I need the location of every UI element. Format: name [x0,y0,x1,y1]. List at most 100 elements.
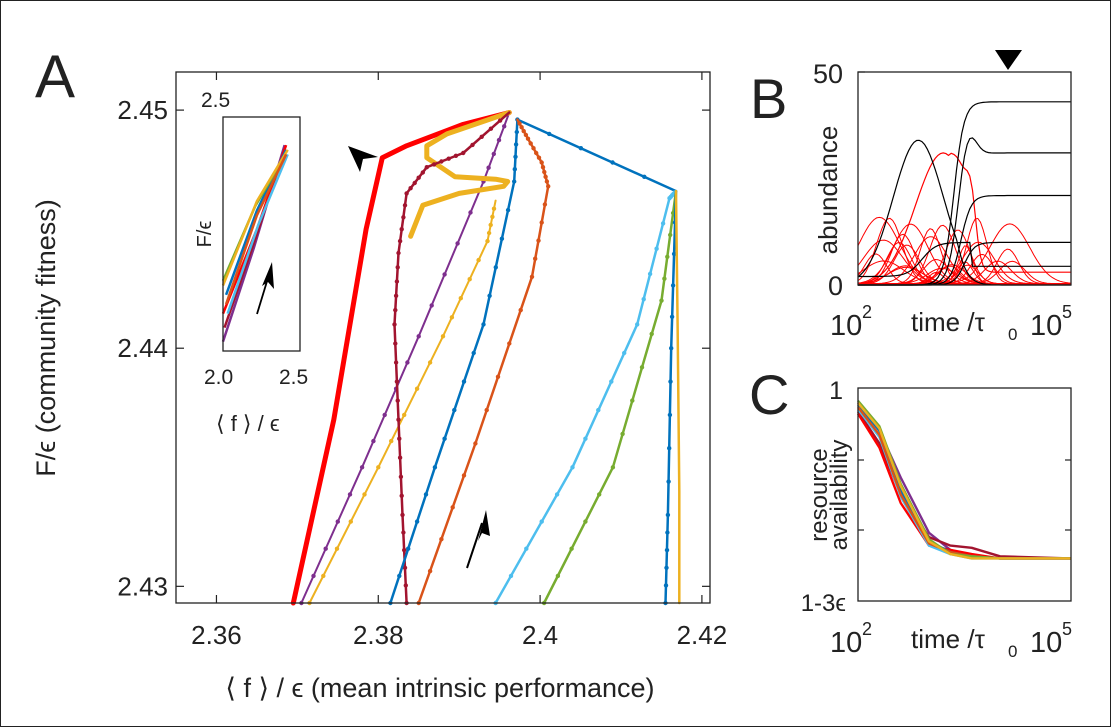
trajectory-point [622,350,627,356]
inset-plot [221,144,289,342]
trajectory-point [665,254,670,259]
trajectory-point [539,519,544,524]
svg-text:2: 2 [862,619,872,639]
inset-y-axis-label: F/ϵ [194,221,216,248]
trajectory-point [323,546,328,551]
trajectory-point [635,322,640,327]
trajectory-point [401,530,406,535]
trajectory-point [514,129,519,135]
trajectory-point [490,214,495,219]
panel-c-label: C [749,363,789,426]
trajectory-point [431,162,437,167]
trajectory-point [392,322,397,327]
panel-c-plot [856,400,1072,560]
trajectory-line [674,189,681,605]
panel-b-y-axis-label: abundance [813,126,843,255]
trajectory-line [494,189,678,605]
trajectory-point [642,174,647,179]
trajectory-point [486,230,492,236]
trajectory-point [546,184,551,189]
panel-c-x-tick-label-max: 10 5 [1030,619,1072,659]
trajectory-point [499,236,505,241]
trajectory-point [393,307,398,313]
trajectory-point [402,203,408,208]
trajectory-point [420,170,425,175]
trajectory-point [348,519,353,524]
trajectory-point [335,519,340,524]
trend-arrow-a [466,510,490,569]
established-species-line [858,241,1071,278]
trajectory-point [362,492,367,497]
trajectory-point [525,136,531,141]
trajectory-point [664,547,670,553]
trajectory-point [665,512,671,518]
trajectory-point [393,341,398,346]
trajectory-point [461,473,467,478]
trajectory-point [402,547,407,553]
trajectory-point [442,272,447,277]
x-tick-label: 2.36 [191,620,242,650]
inset-x-tick-label-max: 2.5 [279,366,308,389]
panel-b-label: B [750,67,787,130]
trajectory-line [389,118,678,605]
trajectory-point [539,160,544,165]
trajectory-point [473,441,478,446]
svg-text:2: 2 [862,302,872,322]
trajectory-point [485,238,490,244]
svg-text:10: 10 [1030,310,1062,342]
trajectory-point [389,438,394,444]
panel-c: C 1 1-3ϵ resource availability 10 2 10 5… [749,363,1072,661]
trajectory-point [533,256,538,261]
trajectory-point [667,412,673,418]
trajectory-point [486,165,491,170]
trajectory-point [534,150,539,156]
trajectory-point [414,519,420,524]
panel-a-axes-frame [175,71,711,604]
trajectory-point [416,334,421,339]
trajectory-point [519,125,524,130]
trajectory-point [427,568,433,574]
svg-text:10: 10 [1030,627,1062,659]
trajectory-point [399,227,404,232]
trajectory-point [667,446,672,451]
trajectory-point [461,379,467,384]
trajectory-point [402,565,408,570]
trajectory-point [524,546,529,551]
trajectory-point [542,202,548,207]
trajectory-point [491,151,496,157]
svg-text:10: 10 [830,627,862,659]
trajectory-point [439,537,444,542]
x-tick-label: 2.42 [677,620,728,650]
trajectory-point [578,146,584,151]
trajectory-point [401,215,406,220]
arrowhead-marker-a [348,146,378,172]
trajectory-point [446,156,451,161]
trajectory-point [669,346,674,351]
trajectory-point [539,220,544,225]
trajectory-point [382,412,387,418]
trajectory-point [528,141,533,146]
trajectory-point [513,154,518,159]
panel-c-y-tick-label-top: 1 [829,377,843,405]
panel-a-label: A [35,43,75,110]
trajectory-point [508,573,514,579]
trajectory-point [439,159,444,164]
trajectory-point [531,146,536,151]
trajectory-point [423,492,429,497]
trajectory-point [440,334,446,339]
trajectory-point [479,134,484,139]
trajectory-point [666,479,671,484]
trajectory-point [400,512,405,518]
trajectory-point [513,142,519,147]
panel-a-x-axis-label: ⟨ f ⟩ / ϵ (mean intrinsic performance) [225,673,654,703]
trajectory-point [512,167,517,172]
trajectory-point [497,118,503,123]
trajectory-point [476,257,481,263]
trajectory-point [523,132,529,138]
trajectory-line [408,110,512,239]
trajectory-point [502,124,507,129]
trajectory-point [659,298,664,303]
inset-trajectory-line [221,149,289,286]
trajectory-point [311,573,316,579]
